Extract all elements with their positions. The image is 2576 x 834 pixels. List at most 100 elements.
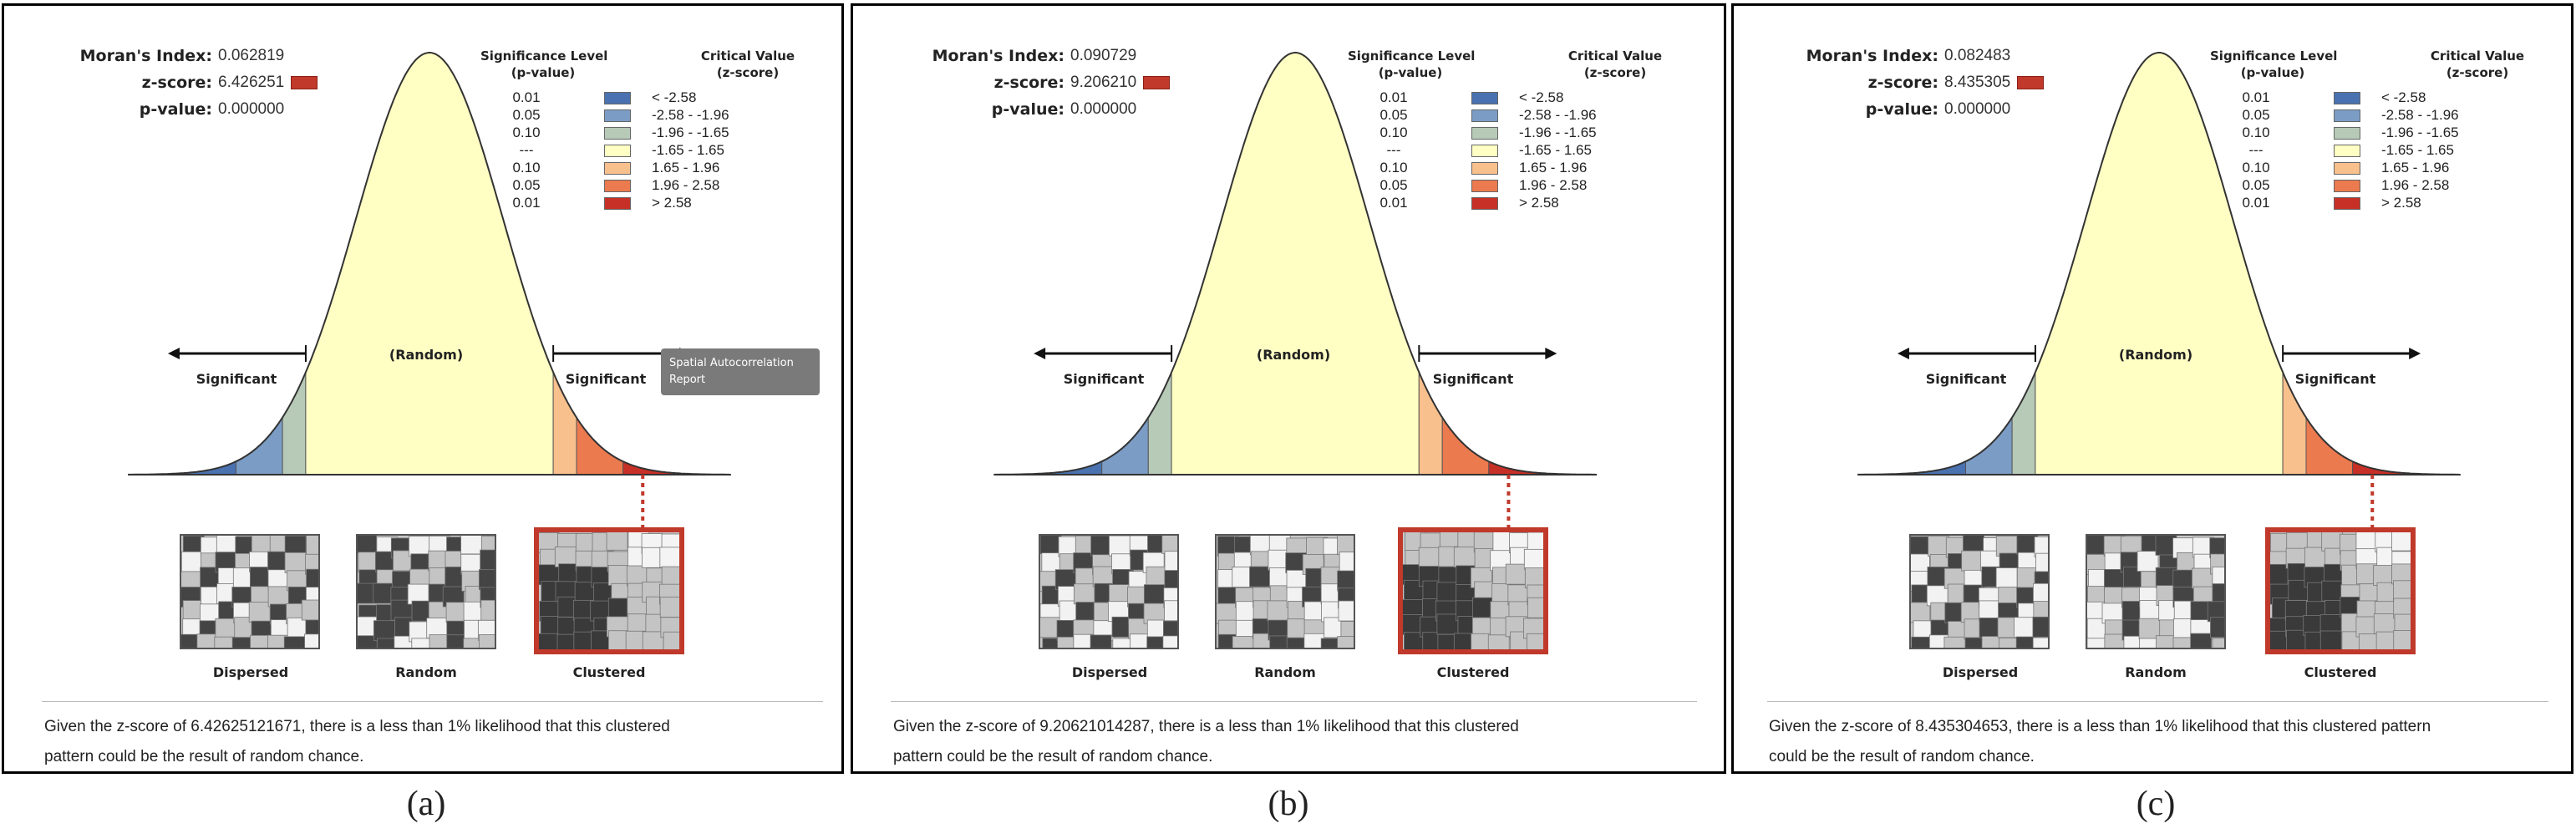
curve-outline — [993, 52, 1596, 475]
legend-header-significance: Significance Level (p-value) — [2210, 48, 2337, 81]
map-cell — [1527, 597, 1543, 618]
pattern-thumb-random — [2086, 534, 2226, 649]
arrow-left-head — [1897, 348, 1909, 359]
morans-index-value: 0.090729 — [1070, 47, 1137, 64]
map-cell — [216, 536, 238, 555]
map-cell — [377, 638, 399, 648]
caption-line-1: Given the z-score of 6.42625121671, ther… — [44, 718, 670, 735]
panel-label-a: (a) — [406, 785, 446, 823]
legend-row: 0.05 1.96 - 2.58 — [480, 177, 831, 194]
legend-p-value: 0.05 — [2242, 177, 2270, 193]
z-score-label: z-score: — [993, 74, 1064, 92]
map-cell — [2373, 613, 2396, 634]
legend-p-value: 0.05 — [1379, 107, 1408, 123]
legend-z-range: 1.65 - 1.96 — [2381, 160, 2450, 175]
legend-row: 0.10 1.65 - 1.96 — [480, 160, 831, 176]
pattern-label-clustered: Clustered — [572, 664, 646, 680]
band-p01-right — [1488, 460, 1566, 475]
legend-row: 0.10 -1.96 - -1.65 — [2210, 125, 2561, 141]
p-value-label: p-value: — [1865, 100, 1938, 119]
significance-legend: Significance Level (p-value) Critical Val… — [2210, 48, 2561, 215]
map-cell — [283, 636, 306, 648]
arrow-left-head — [167, 348, 180, 359]
map-cell — [606, 532, 628, 551]
map-cell — [661, 566, 679, 587]
caption-line-2: pattern could be the result of random ch… — [44, 748, 364, 765]
map-cell — [480, 599, 495, 621]
legend-row: 0.01 < -2.58 — [2210, 89, 2561, 106]
legend-header-critical: Critical Value (z-score) — [2415, 48, 2540, 81]
legend-header-critical-sub: (z-score) — [716, 65, 780, 80]
map-cell — [539, 633, 558, 649]
band-p01-left — [1024, 460, 1103, 475]
legend-swatch — [604, 127, 631, 140]
legend-swatch — [1471, 109, 1498, 122]
pattern-thumb-dispersed — [180, 534, 320, 649]
legend-row: 0.05 -2.58 - -1.96 — [480, 107, 831, 124]
legend-header-critical: Critical Value (z-score) — [1552, 48, 1678, 81]
map-cell — [1523, 548, 1543, 570]
legend-p-value: 0.01 — [512, 195, 541, 211]
legend-p-value: 0.01 — [1379, 195, 1408, 211]
map-cell — [659, 597, 679, 618]
map-cell — [1995, 567, 2018, 588]
map-cell — [1232, 636, 1254, 648]
pattern-thumb-dispersed — [1909, 534, 2050, 649]
map-cell — [267, 586, 290, 608]
map-cell — [1073, 583, 1095, 605]
normal-curve-diagram — [993, 52, 1598, 532]
map-cell — [2139, 638, 2162, 648]
z-score-value-wrap: 8.435305 — [1944, 69, 2045, 96]
legend-row: 0.05 -2.58 - -1.96 — [2210, 107, 2561, 124]
map-cell — [480, 549, 495, 571]
legend-z-range: < -2.58 — [652, 89, 697, 105]
pattern-label-random: Random — [2125, 664, 2187, 680]
arrow-right-head — [2409, 348, 2421, 359]
map-cell — [1164, 600, 1177, 622]
map-cell — [1109, 536, 1130, 557]
map-cell — [2212, 638, 2224, 648]
map-cell — [1286, 637, 1308, 648]
map-cell — [1505, 563, 1527, 585]
legend-p-value: 0.10 — [2242, 160, 2270, 175]
legend-p-value: 0.05 — [512, 177, 541, 193]
z-score-value: 8.435305 — [1944, 74, 2011, 91]
random-label: (Random) — [1256, 347, 1331, 363]
legend-z-range: -2.58 - -1.96 — [1519, 107, 1597, 123]
legend-swatch — [2334, 127, 2360, 140]
legend-p-value: 0.01 — [2242, 89, 2270, 105]
legend-row: 0.01 < -2.58 — [1348, 89, 1699, 106]
map-cell — [2391, 532, 2411, 552]
legend-z-range: < -2.58 — [2381, 89, 2426, 105]
significance-legend: Significance Level (p-value) Critical Val… — [1348, 48, 1699, 215]
legend-swatch — [2334, 92, 2360, 104]
legend-row: --- -1.65 - 1.65 — [1348, 142, 1699, 159]
legend-header-significance-sub: (p-value) — [1378, 65, 1443, 80]
z-score-value-wrap: 6.426251 — [218, 69, 318, 96]
legend-row: 0.01 > 2.58 — [480, 195, 831, 211]
legend-z-range: -1.65 - 1.65 — [1519, 142, 1592, 158]
legend-row: --- -1.65 - 1.65 — [480, 142, 831, 159]
arrow-left-head — [1034, 348, 1046, 359]
map-cell — [1164, 570, 1177, 591]
map-cell — [306, 568, 318, 590]
morans-index-value: 0.062819 — [218, 47, 285, 64]
arrow-right-head — [1545, 348, 1557, 359]
curve-outline — [1857, 52, 2460, 475]
band-p01-left — [1888, 460, 1966, 475]
legend-p-value: 0.10 — [1379, 160, 1408, 175]
map-cell — [1943, 636, 1966, 648]
panel-b: Moran's Index: 0.090729 z-score: 9.20621… — [851, 3, 1726, 774]
pattern-label-clustered: Clustered — [2304, 664, 2377, 680]
p-value-value: 0.000000 — [1070, 100, 1137, 118]
map-cell — [1527, 633, 1543, 649]
caption-line-2: could be the result of random chance. — [1769, 748, 2035, 765]
pattern-thumb-clustered — [1398, 527, 1548, 654]
band-p10-left — [2011, 372, 2036, 475]
map-cell — [1436, 582, 1459, 603]
map-cell — [642, 631, 664, 649]
legend-header-significance-title: Significance Level — [480, 48, 608, 64]
random-label: (Random) — [2118, 347, 2193, 363]
tooltip: Spatial Autocorrelation Report — [661, 348, 820, 395]
map-cell — [1112, 638, 1135, 648]
